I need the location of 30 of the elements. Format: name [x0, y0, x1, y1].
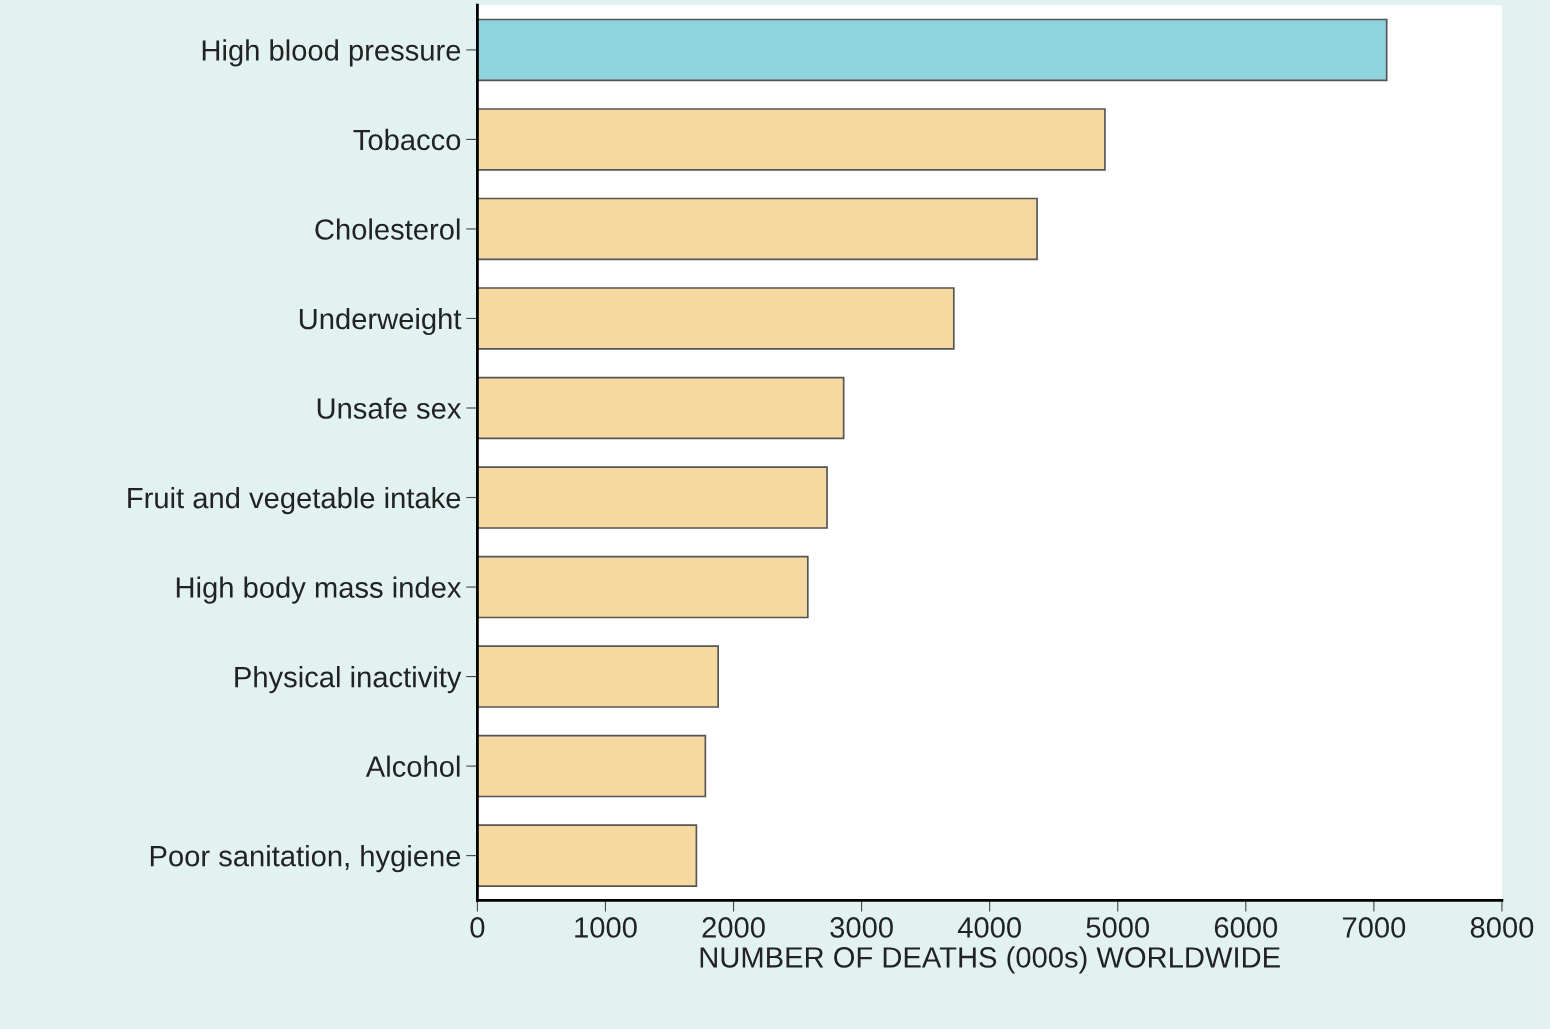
y-tick-label: Cholesterol — [315, 218, 460, 240]
x-tick-label: 5000 — [1086, 917, 1150, 938]
bar — [477, 376, 845, 440]
x-tick-label: 2000 — [702, 917, 765, 938]
x-tick-label: 4000 — [957, 917, 1021, 938]
bar — [477, 555, 809, 619]
x-tick-label: 7000 — [1342, 917, 1406, 938]
bar — [477, 734, 707, 798]
y-tick-label: High blood pressure — [202, 39, 461, 67]
y-tick-label: Poor sanitation, hygiene — [150, 845, 461, 873]
bar — [477, 197, 1038, 261]
y-tick-label: Unsafe sex — [317, 397, 462, 419]
bar — [477, 108, 1106, 171]
x-axis-title: NUMBER OF DEATHS (000s) WORLDWIDE — [700, 946, 1280, 974]
y-tick-label: Alcohol — [365, 755, 460, 777]
x-tick-label: 0 — [470, 917, 485, 938]
x-tick-label: 3000 — [830, 917, 893, 938]
bar — [477, 466, 828, 529]
bar — [477, 645, 720, 708]
y-tick-label: Physical inactivity — [235, 666, 462, 694]
x-tick-label: 6000 — [1214, 917, 1278, 938]
bar — [477, 824, 698, 887]
x-tick-label: 1000 — [575, 917, 637, 938]
y-tick-label: High body mass index — [176, 576, 462, 604]
y-tick-label: Tobacco — [353, 128, 461, 151]
y-tick-label: Underweight — [299, 307, 462, 336]
x-tick-label: 8000 — [1470, 917, 1534, 938]
bar — [477, 18, 1388, 82]
y-tick-label: Fruit and vegetable intake — [128, 486, 461, 515]
bar — [477, 287, 955, 350]
